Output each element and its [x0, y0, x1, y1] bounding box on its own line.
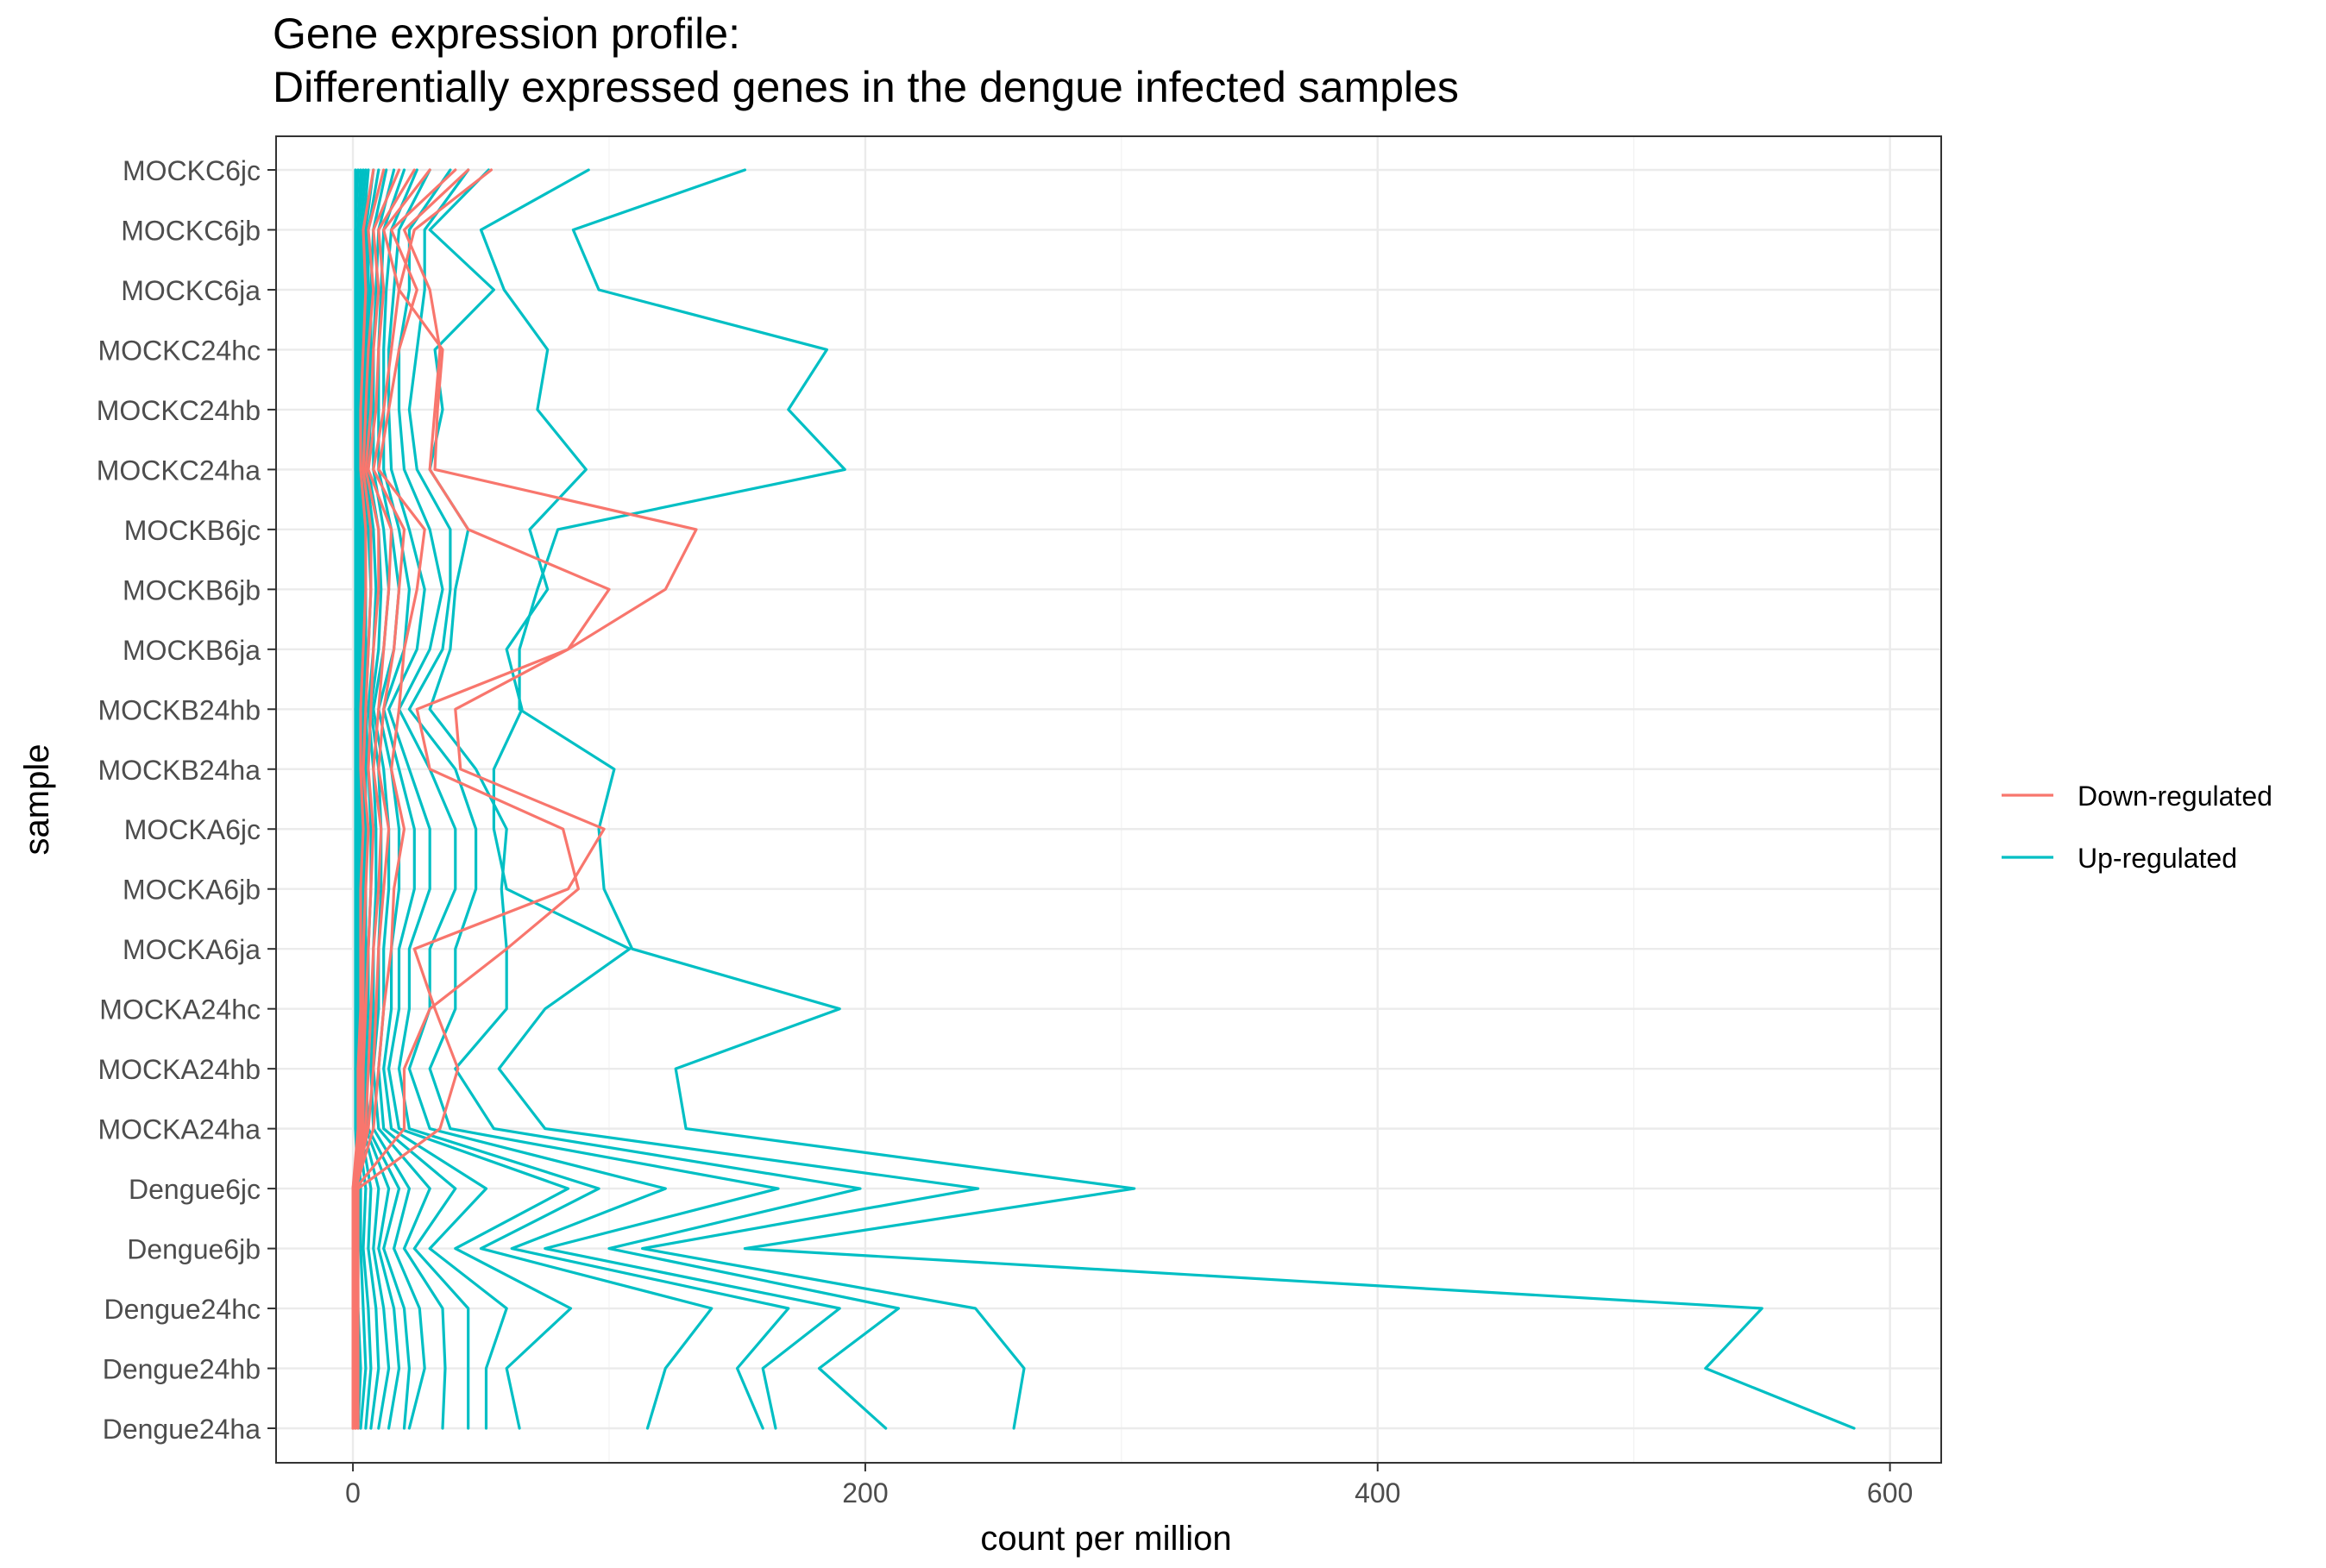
series-line-down-7 — [351, 168, 375, 1430]
y-tick-label: MOCKC6ja — [121, 275, 261, 306]
legend-label-0: Down-regulated — [2078, 781, 2273, 812]
y-tick-label: MOCKA24hc — [99, 994, 261, 1025]
minor-gridlines — [608, 136, 1635, 1463]
legend-label-1: Up-regulated — [2078, 843, 2237, 874]
major-gridlines — [276, 136, 1941, 1463]
y-tick-label: MOCKA6jc — [124, 814, 261, 845]
y-tick-label: Dengue6jc — [129, 1174, 261, 1205]
series-line-up-12 — [397, 168, 790, 1430]
series-line-up-14 — [382, 168, 573, 1430]
series-lines — [351, 168, 1856, 1430]
x-axis: 0 200 400 600 — [345, 1463, 1913, 1508]
plot-panel-background — [276, 136, 1941, 1463]
y-tick-label: MOCKC24hb — [97, 395, 261, 426]
y-tick-label: Dengue24ha — [103, 1414, 261, 1445]
y-tick-label: MOCKC6jb — [121, 215, 261, 246]
y-tick-label: MOCKB24hb — [97, 694, 261, 725]
plot-panel-border — [275, 135, 1942, 1464]
x-tick-label: 600 — [1867, 1477, 1913, 1508]
y-tick-label: MOCKA6jb — [123, 875, 261, 906]
y-tick-label: MOCKB6jc — [124, 515, 261, 546]
y-axis-title: sample — [18, 744, 56, 856]
x-axis-title: count per million — [980, 1520, 1231, 1558]
y-axis: MOCKC6jc MOCKC6jb MOCKC6ja MOCKC24hc MOCKC24… — [97, 155, 276, 1445]
y-tick-label: MOCKA24hb — [97, 1054, 261, 1085]
x-tick-label: 400 — [1355, 1477, 1400, 1508]
y-tick-label: MOCKC24ha — [97, 455, 261, 486]
y-tick-label: Dengue24hb — [103, 1354, 261, 1385]
series-line-up-11 — [407, 168, 841, 1430]
y-tick-label: MOCKA24ha — [97, 1114, 261, 1145]
y-tick-label: MOCKC24hc — [98, 335, 261, 366]
y-tick-label: MOCKB24ha — [97, 755, 261, 786]
y-tick-label: Dengue6jb — [127, 1234, 261, 1265]
x-tick-label: 200 — [842, 1477, 888, 1508]
series-line-down-0 — [356, 168, 698, 1430]
chart-title: Gene expression profile: — [273, 9, 740, 58]
legend: Down-regulated Up-regulated — [2002, 781, 2273, 874]
chart-subtitle: Differentially expressed genes in the de… — [273, 63, 1459, 111]
series-line-up-8 — [518, 168, 1856, 1430]
series-line-down-3 — [354, 168, 431, 1430]
y-tick-label: MOCKB6ja — [123, 635, 261, 666]
x-tick-label: 0 — [345, 1477, 361, 1508]
y-tick-label: MOCKA6ja — [123, 934, 261, 965]
y-tick-label: Dengue24hc — [104, 1294, 261, 1325]
y-tick-label: MOCKB6jb — [123, 574, 261, 605]
y-tick-label: MOCKC6jc — [123, 155, 261, 186]
